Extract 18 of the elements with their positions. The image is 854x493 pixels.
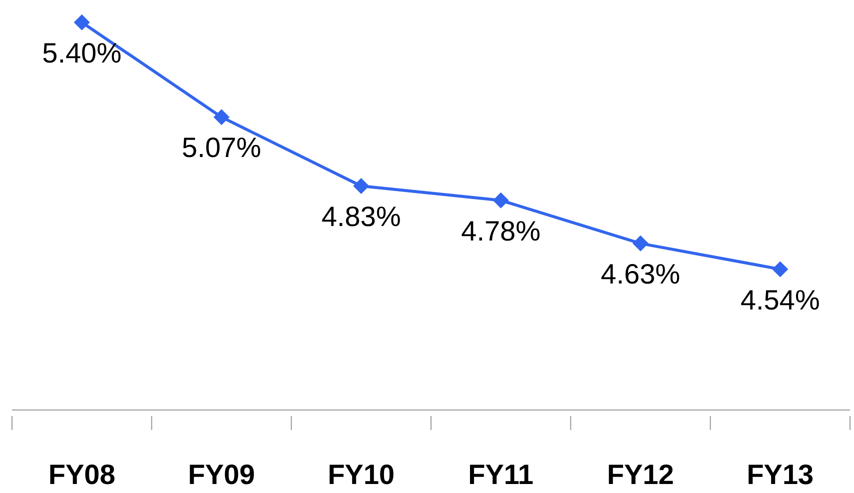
point (74, 14, 90, 30)
data-label: 4.78% (461, 215, 541, 246)
data-label: 5.40% (42, 37, 122, 68)
point (214, 109, 230, 126)
point (632, 235, 648, 252)
x-tick-label: FY08 (48, 459, 116, 490)
point (353, 178, 370, 194)
point (492, 192, 509, 208)
data-label: 4.54% (740, 284, 820, 316)
point (772, 261, 788, 278)
x-tick-label: FY09 (188, 459, 255, 490)
data-label: 5.07% (182, 132, 262, 164)
x-tick-label: FY13 (746, 459, 814, 490)
data-label: 4.63% (600, 258, 680, 290)
data-label: 4.83% (321, 201, 401, 232)
x-tick-label: FY11 (468, 459, 534, 490)
x-tick-label: FY10 (328, 459, 395, 490)
x-tick-label: FY12 (607, 459, 674, 490)
